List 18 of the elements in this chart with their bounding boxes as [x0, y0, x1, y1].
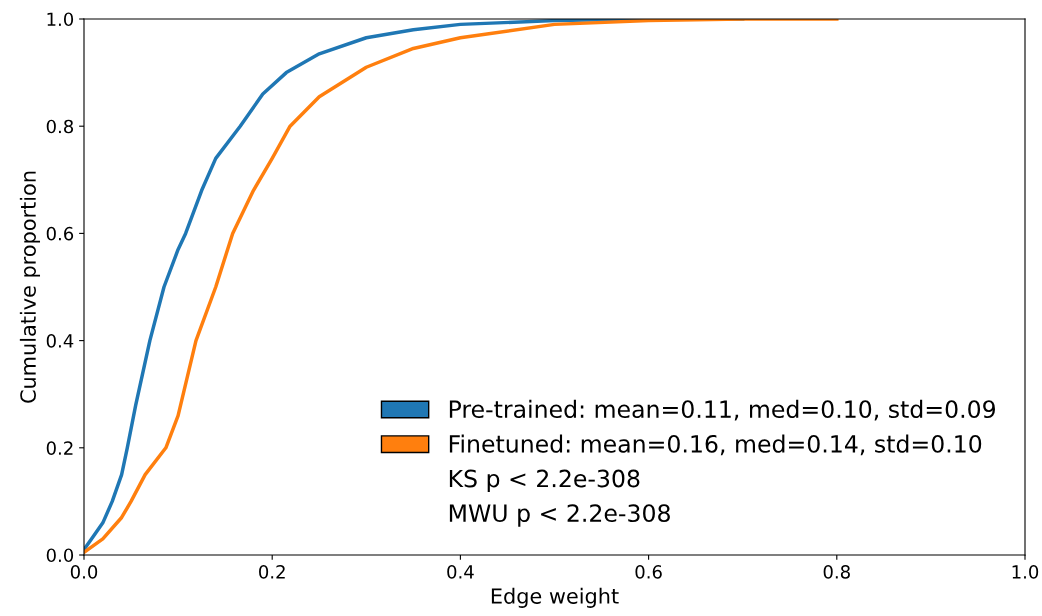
x-tick-label: 0.6	[635, 565, 662, 579]
y-tick-label: 0.0	[46, 548, 74, 563]
x-tick-label: 0.4	[447, 565, 474, 579]
legend-label: Pre-trained: mean=0.11, med=0.10, std=0.09	[449, 399, 996, 421]
x-axis-title: Edge weight	[491, 587, 619, 608]
y-tick-label: 0.4	[46, 334, 74, 348]
x-tick-label: 0.8	[823, 565, 850, 579]
annotation: MWU p < 2.2e-308	[449, 504, 670, 527]
annotation: KS p < 2.2e-308	[449, 469, 640, 493]
y-tick-label: 0.2	[46, 441, 73, 455]
x-tick-label: 1.0	[1012, 565, 1039, 579]
y-tick-label: 0.8	[46, 119, 74, 134]
legend-label: Finetuned: mean=0.16, med=0.14, std=0.10	[449, 434, 982, 456]
y-tick-label: 1.0	[47, 12, 74, 27]
y-axis-title: Cumulative proportion	[19, 171, 41, 403]
x-tick-label: 0.2	[259, 565, 285, 579]
y-tick-label: 0.6	[46, 226, 74, 241]
x-tick-label: 0.0	[70, 565, 98, 579]
